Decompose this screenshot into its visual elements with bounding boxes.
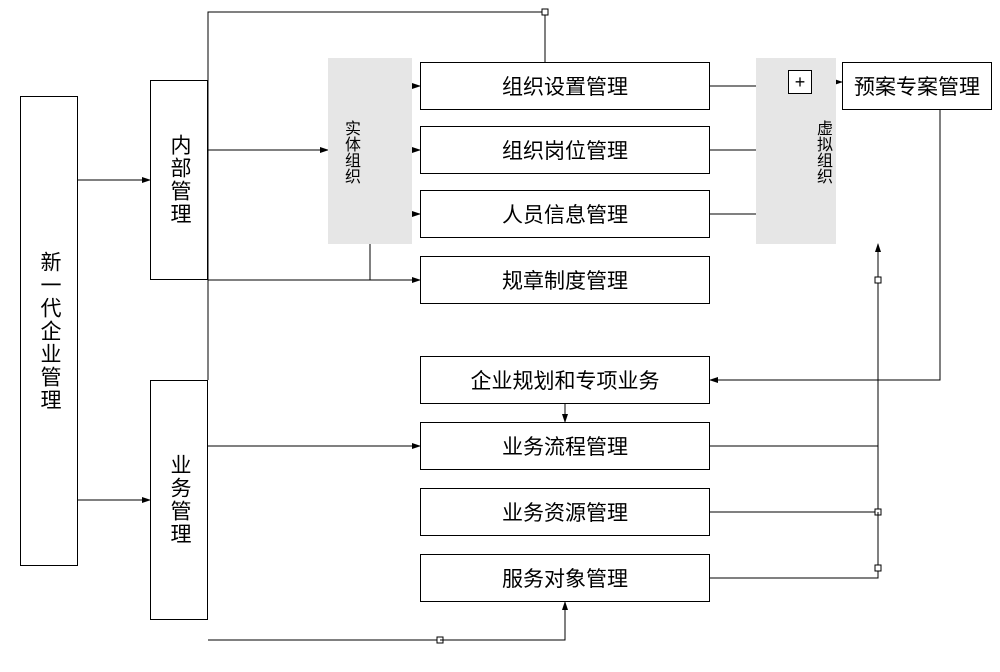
node-b4-label: 服务对象管理: [502, 563, 628, 593]
node-plan-case-mgmt: 预案专案管理: [842, 62, 992, 110]
node-enterprise-planning: 企业规划和专项业务: [420, 356, 710, 404]
node-rules-system-mgmt: 规章制度管理: [420, 256, 710, 304]
node-biz-resource-mgmt: 业务资源管理: [420, 488, 710, 536]
label-entity-org: 实体组织: [338, 120, 362, 184]
node-b1-label: 企业规划和专项业务: [471, 365, 660, 395]
node-n1-label: 组织设置管理: [502, 71, 628, 101]
node-n4-label: 规章制度管理: [502, 265, 628, 295]
node-org-position-mgmt: 组织岗位管理: [420, 126, 710, 174]
node-root-new-gen-mgmt: 新一代企业管理: [20, 96, 78, 566]
node-b3-label: 业务资源管理: [502, 497, 628, 527]
node-plan-label: 预案专案管理: [854, 71, 980, 101]
node-service-object-mgmt: 服务对象管理: [420, 554, 710, 602]
label-virtual-org: 虚拟组织: [810, 120, 834, 184]
node-biz-label: 业务管理: [164, 454, 194, 546]
node-business-mgmt: 业务管理: [150, 380, 208, 620]
node-internal-mgmt: 内部管理: [150, 80, 208, 280]
node-n3-label: 人员信息管理: [502, 199, 628, 229]
node-b2-label: 业务流程管理: [502, 431, 628, 461]
node-biz-process-mgmt: 业务流程管理: [420, 422, 710, 470]
node-org-setup-mgmt: 组织设置管理: [420, 62, 710, 110]
node-inner-label: 内部管理: [164, 134, 194, 226]
node-root-label: 新一代企业管理: [34, 251, 64, 412]
node-personnel-info-mgmt: 人员信息管理: [420, 190, 710, 238]
plus-icon: +: [788, 70, 812, 94]
node-n2-label: 组织岗位管理: [502, 135, 628, 165]
